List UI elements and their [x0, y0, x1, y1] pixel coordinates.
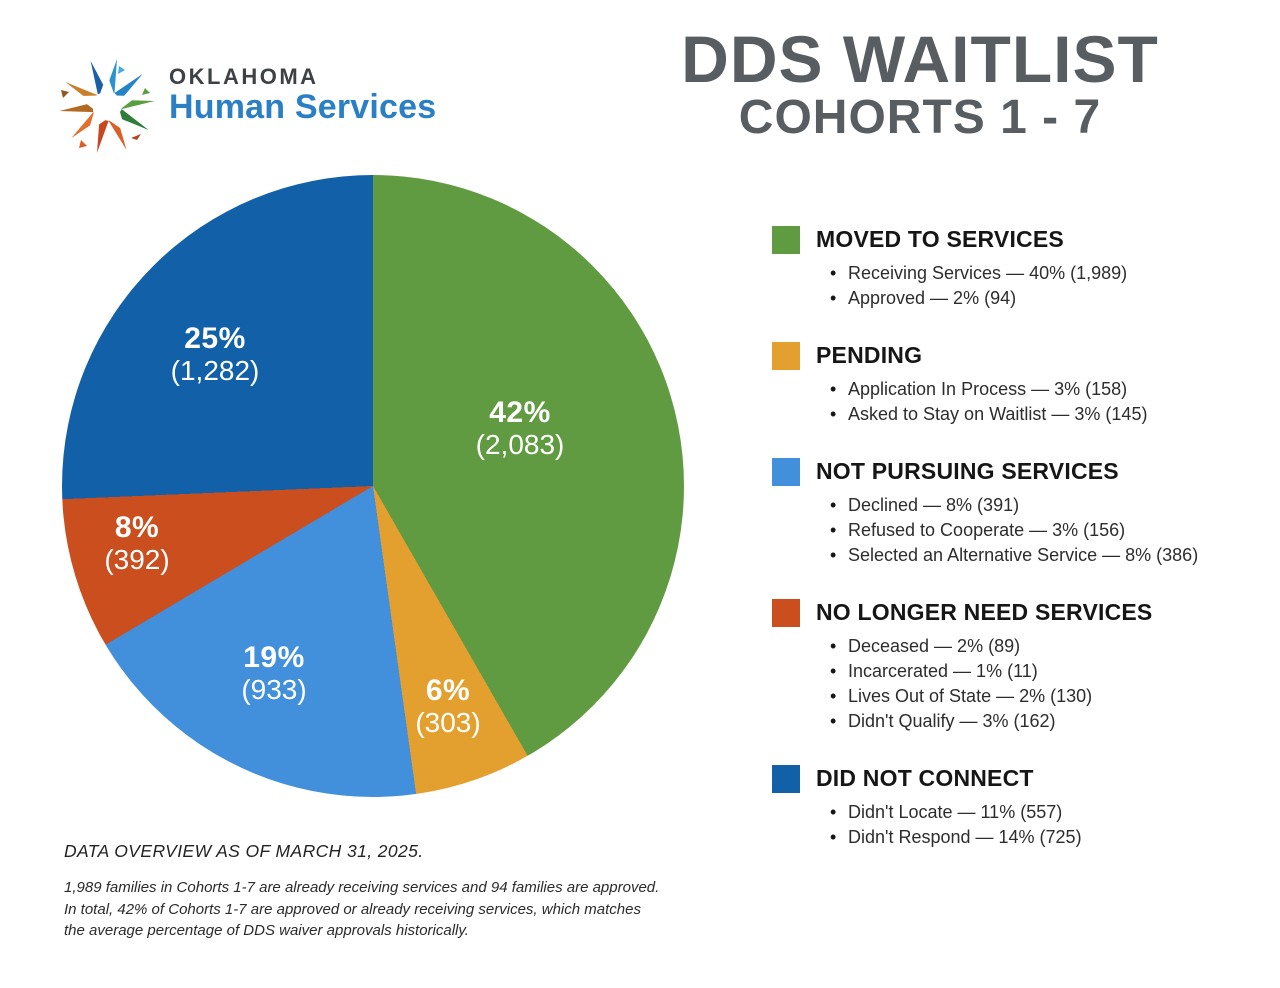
- legend-section: DID NOT CONNECT Didn't Locate — 11% (557)…: [772, 765, 1258, 850]
- legend-item: Selected an Alternative Service — 8% (38…: [830, 543, 1258, 568]
- ohs-logo: OKLAHOMA Human Services: [55, 54, 436, 154]
- legend-color-swatch: [772, 226, 800, 254]
- legend-color-swatch: [772, 342, 800, 370]
- legend-color-swatch: [772, 458, 800, 486]
- legend-section-header: NO LONGER NEED SERVICES: [772, 599, 1258, 627]
- footer-body-line: In total, 42% of Cohorts 1-7 are approve…: [64, 900, 641, 918]
- legend-section-header: DID NOT CONNECT: [772, 765, 1258, 793]
- legend-item: Deceased — 2% (89): [830, 634, 1258, 659]
- legend-color-swatch: [772, 765, 800, 793]
- legend-item: Approved — 2% (94): [830, 286, 1258, 311]
- legend-item: Asked to Stay on Waitlist — 3% (145): [830, 402, 1258, 427]
- legend-item: Refused to Cooperate — 3% (156): [830, 518, 1258, 543]
- legend-item: Lives Out of State — 2% (130): [830, 684, 1258, 709]
- legend-section-label: NOT PURSUING SERVICES: [816, 458, 1119, 485]
- footer-body-line: the average percentage of DDS waiver app…: [64, 922, 469, 939]
- legend-section-label: PENDING: [816, 342, 923, 369]
- legend-section: PENDING Application In Process — 3% (158)…: [772, 342, 1258, 427]
- legend-section-header: PENDING: [772, 342, 1258, 370]
- legend-item: Didn't Qualify — 3% (162): [830, 709, 1258, 734]
- legend-section-header: NOT PURSUING SERVICES: [772, 458, 1258, 486]
- footer-body: 1,989 families in Cohorts 1-7 are alread…: [64, 877, 659, 942]
- footer-note: DATA OVERVIEW AS OF MARCH 31, 2025. 1,98…: [64, 841, 659, 942]
- footer-body-line: 1,989 families in Cohorts 1-7 are alread…: [64, 879, 660, 896]
- ohs-logo-text: OKLAHOMA Human Services: [169, 54, 436, 126]
- legend-color-swatch: [772, 599, 800, 627]
- legend-item: Didn't Respond — 14% (725): [830, 825, 1258, 850]
- legend-item: Application In Process — 3% (158): [830, 377, 1258, 402]
- legend-item-list: Receiving Services — 40% (1,989)Approved…: [772, 261, 1258, 311]
- legend-section-label: DID NOT CONNECT: [816, 765, 1034, 792]
- legend-item-list: Deceased — 2% (89)Incarcerated — 1% (11)…: [772, 634, 1258, 734]
- legend-section-header: MOVED TO SERVICES: [772, 226, 1258, 254]
- page-title: DDS WAITLIST COHORTS 1 - 7: [610, 22, 1230, 145]
- legend-item-list: Didn't Locate — 11% (557)Didn't Respond …: [772, 800, 1258, 850]
- legend-section: NOT PURSUING SERVICES Declined — 8% (391)…: [772, 458, 1258, 568]
- ohs-star-logo-icon: [59, 59, 155, 153]
- legend-section-label: MOVED TO SERVICES: [816, 226, 1064, 253]
- logo-org-name-top: OKLAHOMA: [169, 64, 319, 89]
- legend-item-list: Declined — 8% (391)Refused to Cooperate …: [772, 493, 1258, 568]
- legend-section-label: NO LONGER NEED SERVICES: [816, 599, 1153, 626]
- logo-org-name-bottom: Human Services: [169, 88, 437, 126]
- page-title-line1: DDS WAITLIST: [681, 22, 1159, 96]
- legend: MOVED TO SERVICES Receiving Services — 40…: [772, 226, 1258, 881]
- legend-item-list: Application In Process — 3% (158)Asked t…: [772, 377, 1258, 427]
- legend-item: Declined — 8% (391): [830, 493, 1258, 518]
- page-title-line2: COHORTS 1 - 7: [738, 91, 1102, 145]
- legend-section: NO LONGER NEED SERVICES Deceased — 2% (89…: [772, 599, 1258, 734]
- legend-item: Incarcerated — 1% (11): [830, 659, 1258, 684]
- legend-section: MOVED TO SERVICES Receiving Services — 40…: [772, 226, 1258, 311]
- footer-heading: DATA OVERVIEW AS OF MARCH 31, 2025.: [64, 841, 424, 861]
- legend-item: Didn't Locate — 11% (557): [830, 800, 1258, 825]
- legend-item: Receiving Services — 40% (1,989): [830, 261, 1258, 286]
- waitlist-pie-chart: [62, 175, 684, 797]
